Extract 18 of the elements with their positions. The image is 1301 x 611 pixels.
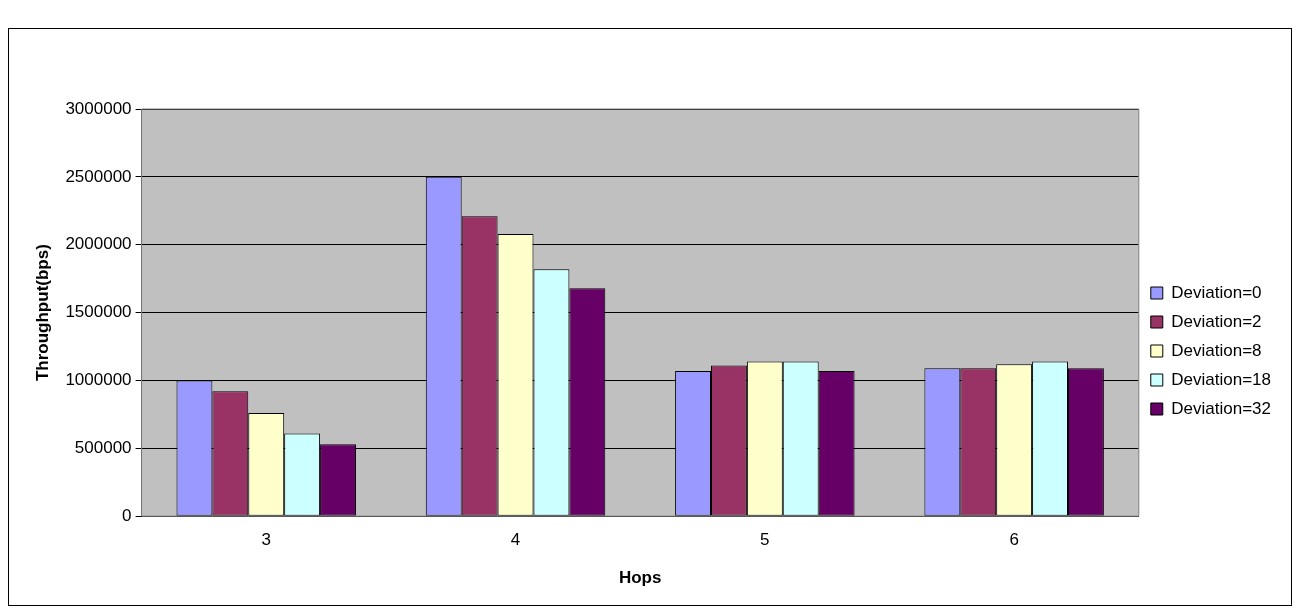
x-axis-title: Hops — [618, 568, 662, 588]
legend-label: Deviation=0 — [1171, 282, 1262, 302]
y-tick-label: 3000000 — [65, 98, 132, 118]
y-tick-label: 1000000 — [65, 370, 132, 390]
y-tick-label: 1500000 — [65, 302, 132, 322]
legend-label: Deviation=32 — [1171, 398, 1272, 418]
legend-label: Deviation=18 — [1171, 369, 1272, 389]
x-tick-label: 4 — [510, 530, 521, 550]
legend-label: Deviation=8 — [1171, 340, 1262, 360]
x-tick-label: 3 — [261, 530, 271, 550]
x-tick-label: 6 — [1009, 530, 1019, 550]
legend-label: Deviation=2 — [1171, 311, 1262, 331]
y-tick-label: 2000000 — [65, 234, 132, 254]
y-tick-label: 500000 — [74, 438, 132, 458]
x-tick-label: 5 — [760, 530, 770, 550]
y-axis-title: Throughput(bps) — [32, 244, 52, 382]
y-tick-label: 2500000 — [65, 166, 132, 186]
y-tick-label: 0 — [122, 505, 132, 525]
